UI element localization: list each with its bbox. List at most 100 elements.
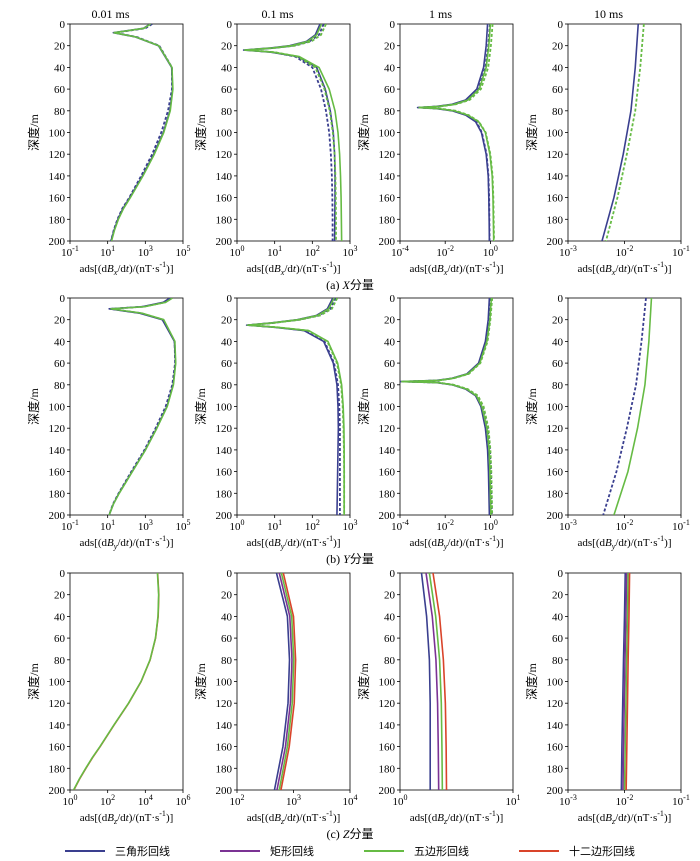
- series-line: [418, 24, 495, 241]
- series-line: [625, 573, 631, 790]
- series-line: [403, 298, 494, 515]
- y-tick-label: 180: [547, 763, 564, 775]
- y-tick-label: 0: [60, 293, 66, 305]
- y-tick-label: 20: [221, 590, 233, 602]
- y-tick-label: 60: [552, 633, 564, 645]
- legend-swatch-rectangle: [220, 850, 260, 852]
- legend-label-triangle: 三角形回线: [115, 845, 170, 858]
- y-tick-label: 160: [547, 467, 564, 479]
- legend-item-rectangle: 矩形回线: [220, 842, 314, 860]
- y-tick-label: 40: [221, 611, 233, 623]
- series-line: [620, 573, 627, 790]
- x-tick-label: 102: [230, 793, 245, 808]
- x-tick-label: 10-4: [391, 244, 409, 259]
- y-axis-label: 深度/m: [524, 663, 539, 700]
- y-tick-label: 120: [547, 698, 564, 710]
- y-tick-label: 20: [552, 41, 564, 53]
- x-tick-label: 10-3: [559, 518, 577, 533]
- x-tick-label: 10-2: [616, 518, 634, 533]
- y-tick-label: 160: [547, 193, 564, 205]
- x-tick-label: 104: [138, 793, 153, 808]
- y-tick-label: 80: [221, 655, 233, 667]
- y-tick-label: 200: [379, 785, 396, 797]
- series-line: [108, 298, 176, 515]
- panel-r1-c1: 0 20 40 60 80 100 120 140 160 180 200 深度/m 100 101 102…: [193, 293, 358, 551]
- series-line: [602, 298, 647, 515]
- y-tick-label: 0: [390, 19, 396, 31]
- x-tick-label: 106: [176, 793, 191, 808]
- x-tick-label: 10-2: [616, 244, 634, 259]
- x-tick-label: 101: [267, 518, 282, 533]
- panel-r0-c0: 0 20 40 60 80 100 120 140 160 180 200 深度/m 10-1 101 10…: [26, 19, 191, 277]
- legend: 三角形回线 矩形回线 五边形回线 十二边形回线: [0, 842, 700, 860]
- y-tick-label: 100: [379, 128, 396, 140]
- row-caption: (b) Y分量: [326, 552, 374, 566]
- y-axis-label: 深度/m: [356, 388, 371, 425]
- y-tick-label: 40: [552, 62, 564, 74]
- y-tick-label: 0: [390, 293, 396, 305]
- legend-item-triangle: 三角形回线: [65, 842, 170, 860]
- x-tick-label: 101: [267, 244, 282, 259]
- y-tick-label: 80: [384, 380, 396, 392]
- x-tick-label: 101: [100, 244, 115, 259]
- y-tick-label: 180: [216, 214, 233, 226]
- legend-label-dodecagon: 十二边形回线: [569, 845, 635, 858]
- series-line: [613, 298, 653, 515]
- y-tick-label: 160: [379, 742, 396, 754]
- y-tick-label: 60: [552, 84, 564, 96]
- y-axis-label: 深度/m: [26, 114, 41, 151]
- y-tick-label: 160: [49, 467, 66, 479]
- y-tick-label: 0: [558, 19, 564, 31]
- x-tick-label: 10-3: [559, 244, 577, 259]
- series-line: [605, 24, 645, 241]
- y-tick-label: 100: [216, 128, 233, 140]
- panel-r0-c2: 0 20 40 60 80 100 120 140 160 180 200 深度/m 10-4 10-2 1…: [356, 19, 514, 277]
- panel-r2-c2: 0 20 40 60 80 100 120 140 160 180 200 深度/m 100 101ads…: [356, 568, 521, 826]
- series-line: [246, 298, 345, 515]
- series-line: [416, 24, 491, 241]
- y-axis-label: 深度/m: [524, 388, 539, 425]
- x-tick-label: 105: [176, 518, 191, 533]
- y-tick-label: 100: [379, 677, 396, 689]
- series-line: [245, 24, 334, 241]
- y-tick-label: 0: [390, 568, 396, 580]
- y-tick-label: 120: [547, 149, 564, 161]
- y-tick-label: 100: [216, 402, 233, 414]
- y-tick-label: 20: [384, 590, 396, 602]
- y-axis-label: 深度/m: [26, 663, 41, 700]
- plot-frame: [236, 297, 351, 516]
- x-tick-label: 100: [63, 793, 78, 808]
- y-tick-label: 120: [379, 149, 396, 161]
- y-tick-label: 180: [379, 763, 396, 775]
- y-tick-label: 180: [49, 214, 66, 226]
- x-tick-label: 103: [343, 244, 358, 259]
- y-tick-label: 40: [384, 611, 396, 623]
- series-line: [110, 24, 173, 241]
- y-tick-label: 200: [216, 510, 233, 522]
- y-tick-label: 120: [216, 698, 233, 710]
- x-axis-label: ads[(dBx/dt)/(nT·s-1)]: [247, 260, 341, 277]
- y-tick-label: 160: [49, 193, 66, 205]
- x-tick-label: 102: [100, 793, 115, 808]
- legend-item-dodecagon: 十二边形回线: [519, 842, 635, 860]
- y-tick-label: 140: [216, 171, 233, 183]
- x-tick-label: 101: [100, 518, 115, 533]
- y-tick-label: 20: [384, 315, 396, 327]
- figure: 0.01 ms 0.1 ms 1 ms 10 ms 0 20 40 60 80 100 120 140…: [26, 7, 690, 841]
- y-tick-label: 180: [49, 763, 66, 775]
- y-tick-label: 100: [547, 677, 564, 689]
- series-line: [273, 573, 291, 790]
- y-tick-label: 100: [49, 677, 66, 689]
- y-tick-label: 60: [384, 84, 396, 96]
- x-axis-label: ads[(dBy/dt)/(nT·s-1)]: [80, 534, 174, 551]
- y-tick-label: 200: [547, 785, 564, 797]
- plot-frame: [399, 23, 514, 242]
- y-tick-label: 140: [379, 720, 396, 732]
- y-tick-label: 120: [216, 149, 233, 161]
- x-axis-label: ads[(dBy/dt)/(nT·s-1)]: [410, 534, 504, 551]
- series-line: [72, 573, 160, 790]
- x-tick-label: 103: [343, 518, 358, 533]
- y-tick-label: 60: [54, 358, 66, 370]
- y-tick-label: 100: [379, 402, 396, 414]
- series-line: [400, 298, 493, 515]
